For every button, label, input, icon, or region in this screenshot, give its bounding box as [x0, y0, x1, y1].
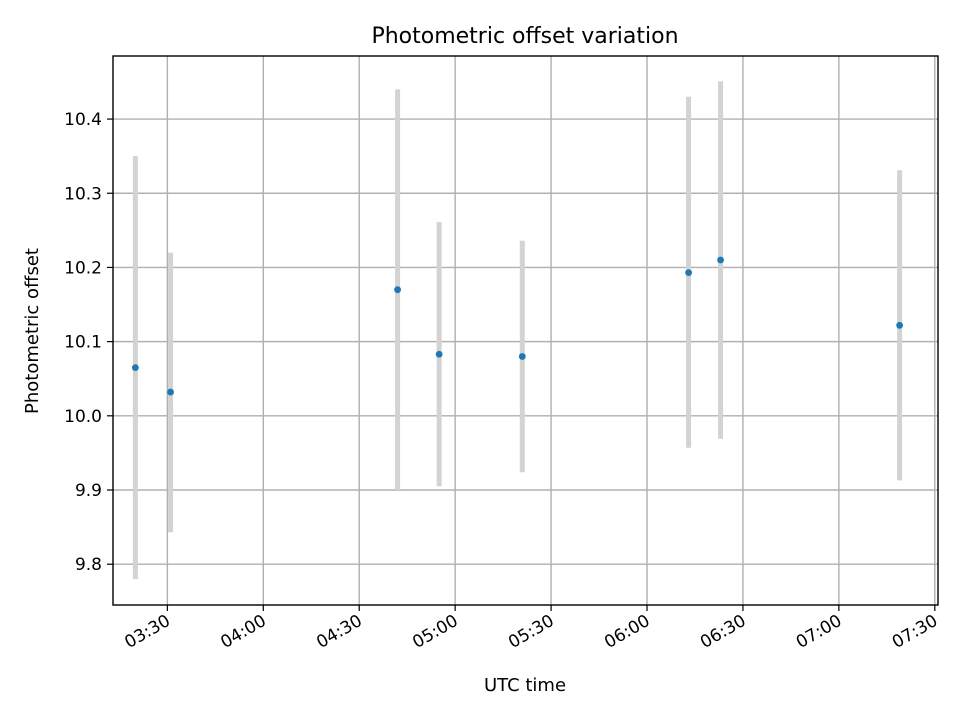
y-tick-label: 10.3	[64, 184, 102, 204]
errorbar-layer	[132, 81, 903, 580]
x-tick-label: 03:30	[121, 611, 173, 653]
grid-layer	[113, 56, 938, 605]
y-tick-label: 9.9	[75, 481, 102, 501]
y-tick-label: 10.2	[64, 258, 102, 278]
plot-frame	[112, 55, 939, 606]
x-tick-label: 05:00	[409, 611, 461, 653]
data-point	[435, 350, 443, 358]
data-point	[167, 388, 174, 396]
x-tick-label: 07:00	[793, 611, 845, 653]
y-tick-label: 10.4	[64, 110, 102, 130]
chart-title: Photometric offset variation	[371, 24, 678, 49]
ticks-layer: 03:30 04:00 04:30 05:00 05:30 06:00 06:30 07:00…	[64, 110, 941, 653]
x-tick-label: 07:30	[889, 611, 941, 653]
x-tick-label: 05:30	[505, 611, 557, 653]
points-layer	[131, 256, 904, 396]
x-tick-label: 06:00	[601, 611, 653, 653]
y-axis-label: Photometric offset	[22, 248, 43, 414]
y-tick-label: 9.8	[75, 555, 102, 575]
y-tick-label: 10.1	[64, 333, 102, 353]
data-point	[896, 321, 904, 329]
x-axis-label: UTC time	[484, 675, 566, 696]
data-point	[394, 286, 401, 294]
data-point	[518, 353, 526, 360]
data-point	[717, 256, 724, 264]
x-tick-label: 04:00	[217, 611, 269, 653]
data-point	[685, 269, 692, 277]
y-tick-label: 10.0	[64, 407, 102, 427]
x-tick-label: 04:30	[313, 611, 365, 653]
data-point	[131, 364, 139, 371]
x-tick-label: 06:30	[697, 611, 749, 653]
